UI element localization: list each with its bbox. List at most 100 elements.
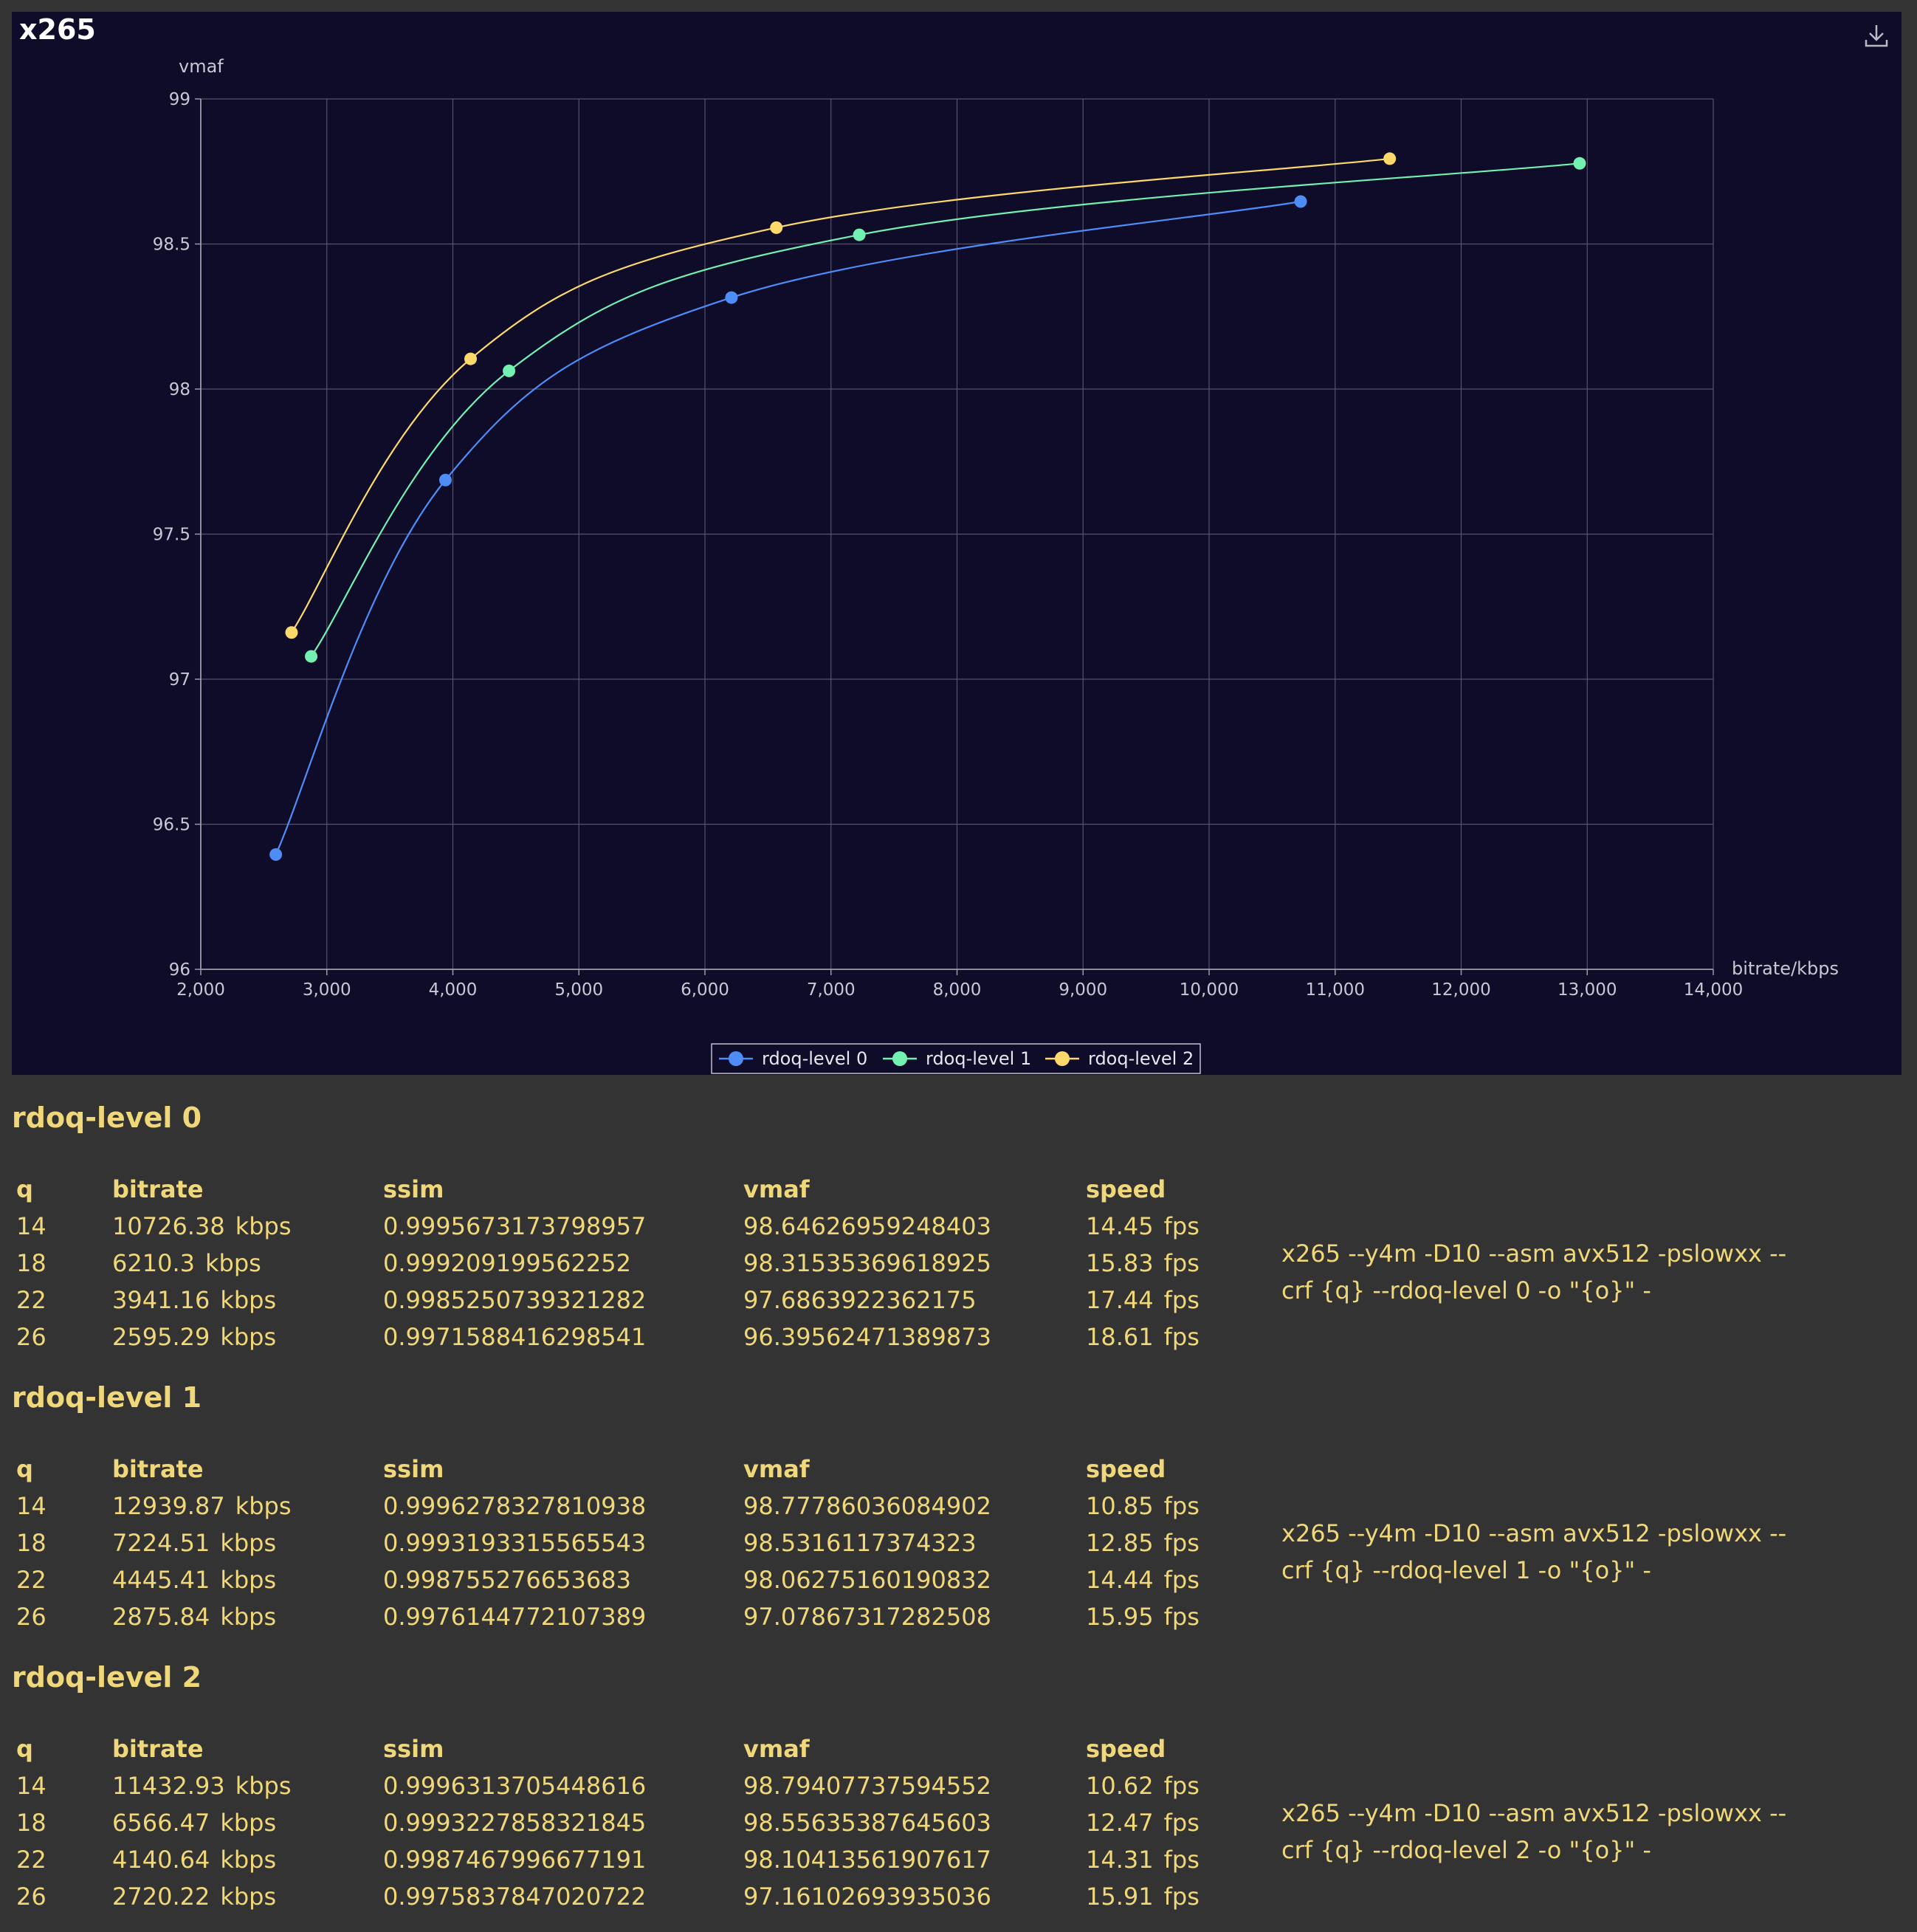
table-row: 22 4140.64 kbps 0.9987467996677191 98.104… <box>12 1841 1219 1878</box>
cell-ssim: 0.9976144772107389 <box>383 1603 647 1631</box>
cell-vmaf: 98.64626959248403 <box>743 1212 991 1240</box>
legend-label: rdoq-level 1 <box>926 1048 1031 1069</box>
section-title: rdoq-level 1 <box>12 1381 202 1414</box>
x-tick-label: 9,000 <box>1059 980 1107 1000</box>
section-rdoq-level-1: rdoq-level 1 q bitrate ssim vmaf speed 1… <box>12 1372 1901 1652</box>
series-line-0 <box>275 200 1301 855</box>
bitrate-value: 6210.3 <box>112 1249 195 1277</box>
bitrate-unit: kbps <box>220 1566 277 1594</box>
table-row: 14 10726.38 kbps 0.9995673173798957 98.64… <box>12 1208 1219 1245</box>
header-bitrate: bitrate <box>112 1175 204 1203</box>
data-point <box>503 364 516 377</box>
cell-q: 22 <box>16 1286 47 1314</box>
table-header-row: q bitrate ssim vmaf speed <box>12 1451 1219 1488</box>
speed-unit: fps <box>1163 1286 1200 1314</box>
bitrate-value: 10726.38 <box>112 1212 225 1240</box>
x-tick-label: 2,000 <box>176 980 225 1000</box>
command-text: x265 --y4m -D10 --asm avx512 -pslowxx --… <box>1281 1795 1813 1869</box>
x-tick-label: 7,000 <box>807 980 856 1000</box>
header-vmaf: vmaf <box>743 1455 810 1483</box>
header-ssim: ssim <box>383 1175 444 1203</box>
bitrate-value: 6566.47 <box>112 1809 210 1837</box>
bitrate-unit: kbps <box>235 1772 292 1800</box>
cell-q: 18 <box>16 1249 47 1277</box>
speed-value: 14.31 <box>1086 1846 1154 1874</box>
data-point <box>853 228 866 241</box>
x-tick-label: 6,000 <box>681 980 729 1000</box>
x-tick-label: 8,000 <box>933 980 982 1000</box>
results-tables: rdoq-level 0 q bitrate ssim vmaf speed 1… <box>12 1093 1901 1932</box>
cell-q: 22 <box>16 1846 47 1874</box>
legend-label: rdoq-level 2 <box>1088 1048 1194 1069</box>
header-q: q <box>16 1175 33 1203</box>
y-tick-label: 96 <box>169 960 190 980</box>
speed-value: 17.44 <box>1086 1286 1154 1314</box>
cell-vmaf: 97.07867317282508 <box>743 1603 991 1631</box>
data-point <box>1573 157 1586 170</box>
cell-ssim: 0.9996278327810938 <box>383 1492 647 1520</box>
bitrate-unit: kbps <box>220 1846 277 1874</box>
table-header-row: q bitrate ssim vmaf speed <box>12 1171 1219 1208</box>
cell-bitrate: 6566.47 kbps <box>112 1804 383 1841</box>
speed-unit: fps <box>1163 1492 1200 1520</box>
data-point <box>725 291 738 304</box>
data-point <box>464 352 478 365</box>
chart-panel: x265 2,000 3,000 4,000 5,000 6,000 7,000 8,000… <box>12 12 1901 1075</box>
table-row: 26 2875.84 kbps 0.9976144772107389 97.078… <box>12 1598 1219 1635</box>
cell-ssim: 0.9993193315565543 <box>383 1529 647 1557</box>
cell-ssim: 0.999209199562252 <box>383 1249 631 1277</box>
cell-vmaf: 98.06275160190832 <box>743 1566 991 1594</box>
series-line-2 <box>291 157 1390 633</box>
download-icon[interactable] <box>1862 21 1891 50</box>
speed-unit: fps <box>1163 1212 1200 1240</box>
speed-unit: fps <box>1163 1529 1200 1557</box>
cell-speed: 14.45 fps <box>1086 1208 1219 1245</box>
bitrate-unit: kbps <box>220 1529 277 1557</box>
data-point <box>305 650 318 663</box>
header-q: q <box>16 1735 33 1763</box>
header-vmaf: vmaf <box>743 1735 810 1763</box>
data-point <box>770 221 783 234</box>
cell-q: 26 <box>16 1323 47 1351</box>
cell-speed: 17.44 fps <box>1086 1282 1219 1319</box>
speed-value: 14.45 <box>1086 1212 1154 1240</box>
series-line-1 <box>310 162 1580 657</box>
cell-ssim: 0.9996313705448616 <box>383 1772 647 1800</box>
legend-box <box>711 1043 1201 1074</box>
cell-q: 14 <box>16 1212 47 1240</box>
cell-speed: 12.85 fps <box>1086 1524 1219 1561</box>
table-row: 18 7224.51 kbps 0.9993193315565543 98.531… <box>12 1524 1219 1561</box>
data-point <box>269 848 283 862</box>
table-row: 26 2595.29 kbps 0.9971588416298541 96.395… <box>12 1319 1219 1355</box>
speed-unit: fps <box>1163 1249 1200 1277</box>
command-line-1: x265 --y4m -D10 --asm avx512 -pslowxx -- <box>1281 1799 1787 1827</box>
header-bitrate: bitrate <box>112 1455 204 1483</box>
cell-speed: 12.47 fps <box>1086 1804 1219 1841</box>
chart-svg: 2,000 3,000 4,000 5,000 6,000 7,000 8,000 9,000… <box>153 56 1839 1074</box>
cell-bitrate: 4445.41 kbps <box>112 1561 383 1598</box>
cell-q: 26 <box>16 1883 47 1911</box>
cell-q: 18 <box>16 1809 47 1837</box>
chart-title: x265 <box>19 13 96 46</box>
table-row: 18 6566.47 kbps 0.9993227858321845 98.556… <box>12 1804 1219 1841</box>
data-point <box>285 626 298 639</box>
y-tick-label: 98 <box>169 380 190 399</box>
speed-unit: fps <box>1163 1566 1200 1594</box>
axis-layer: 2,000 3,000 4,000 5,000 6,000 7,000 8,000 9,000… <box>153 56 1839 1000</box>
header-q: q <box>16 1455 33 1483</box>
cell-q: 22 <box>16 1566 47 1594</box>
x-tick-label: 13,000 <box>1558 980 1617 1000</box>
cell-bitrate: 2720.22 kbps <box>112 1878 383 1915</box>
results-table: q bitrate ssim vmaf speed 14 12939.87 kbp… <box>12 1451 1219 1635</box>
bitrate-unit: kbps <box>220 1883 277 1911</box>
bitrate-value: 3941.16 <box>112 1286 210 1314</box>
bitrate-unit: kbps <box>204 1249 261 1277</box>
legend: rdoq-level 0 rdoq-level 1 rdoq-level 2 <box>711 1043 1201 1074</box>
speed-unit: fps <box>1163 1603 1200 1631</box>
x-tick-label: 4,000 <box>429 980 478 1000</box>
speed-value: 15.83 <box>1086 1249 1154 1277</box>
speed-unit: fps <box>1163 1883 1200 1911</box>
cell-vmaf: 98.55635387645603 <box>743 1809 991 1837</box>
cell-bitrate: 11432.93 kbps <box>112 1767 383 1804</box>
command-text: x265 --y4m -D10 --asm avx512 -pslowxx --… <box>1281 1515 1813 1589</box>
